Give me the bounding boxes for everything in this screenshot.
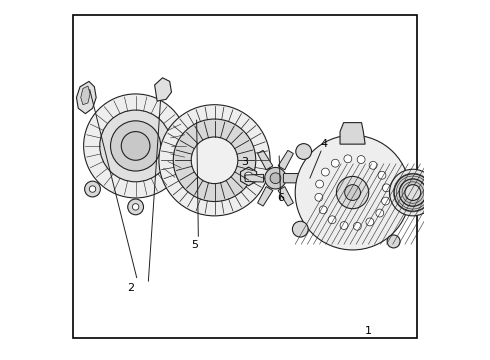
Circle shape xyxy=(321,168,329,176)
Circle shape xyxy=(100,110,172,182)
Circle shape xyxy=(111,121,161,171)
Polygon shape xyxy=(258,186,273,206)
Circle shape xyxy=(265,167,286,189)
Circle shape xyxy=(382,197,390,205)
Circle shape xyxy=(399,179,426,206)
Circle shape xyxy=(85,181,100,197)
Polygon shape xyxy=(278,150,294,170)
Polygon shape xyxy=(278,186,294,206)
Polygon shape xyxy=(258,150,273,170)
Circle shape xyxy=(331,159,339,167)
Circle shape xyxy=(295,135,410,250)
Polygon shape xyxy=(245,174,264,182)
Circle shape xyxy=(171,181,187,197)
Circle shape xyxy=(296,144,312,159)
Circle shape xyxy=(245,172,253,181)
Circle shape xyxy=(173,119,256,202)
Polygon shape xyxy=(340,123,365,144)
Circle shape xyxy=(293,221,308,237)
Text: 5: 5 xyxy=(191,239,198,249)
Circle shape xyxy=(270,173,281,184)
Circle shape xyxy=(84,94,188,198)
Circle shape xyxy=(353,222,361,230)
Text: 4: 4 xyxy=(320,139,327,149)
Circle shape xyxy=(344,185,361,201)
Text: 3: 3 xyxy=(242,157,248,167)
Circle shape xyxy=(89,186,96,192)
Text: 1: 1 xyxy=(365,325,372,336)
Circle shape xyxy=(159,105,270,216)
Circle shape xyxy=(122,132,150,160)
Polygon shape xyxy=(155,78,172,101)
Circle shape xyxy=(328,216,336,224)
Circle shape xyxy=(298,176,314,192)
Circle shape xyxy=(191,137,238,184)
Polygon shape xyxy=(288,174,306,182)
Circle shape xyxy=(366,218,374,226)
Circle shape xyxy=(387,235,400,248)
Circle shape xyxy=(357,156,365,163)
Circle shape xyxy=(369,161,377,169)
Circle shape xyxy=(390,169,436,216)
Circle shape xyxy=(337,176,368,209)
Circle shape xyxy=(394,174,432,211)
Circle shape xyxy=(340,222,348,229)
Circle shape xyxy=(378,171,386,179)
Circle shape xyxy=(344,155,352,163)
Text: 2: 2 xyxy=(127,283,134,293)
Circle shape xyxy=(315,193,323,201)
Polygon shape xyxy=(241,167,257,186)
Circle shape xyxy=(316,180,323,188)
Circle shape xyxy=(132,204,139,210)
Circle shape xyxy=(405,185,421,201)
Circle shape xyxy=(382,184,390,192)
Circle shape xyxy=(319,206,327,214)
Polygon shape xyxy=(76,81,96,114)
Polygon shape xyxy=(81,86,90,105)
Circle shape xyxy=(175,186,182,192)
Circle shape xyxy=(302,180,310,187)
Circle shape xyxy=(128,199,144,215)
Circle shape xyxy=(376,209,384,217)
FancyBboxPatch shape xyxy=(283,174,302,183)
Text: 6: 6 xyxy=(277,193,284,203)
